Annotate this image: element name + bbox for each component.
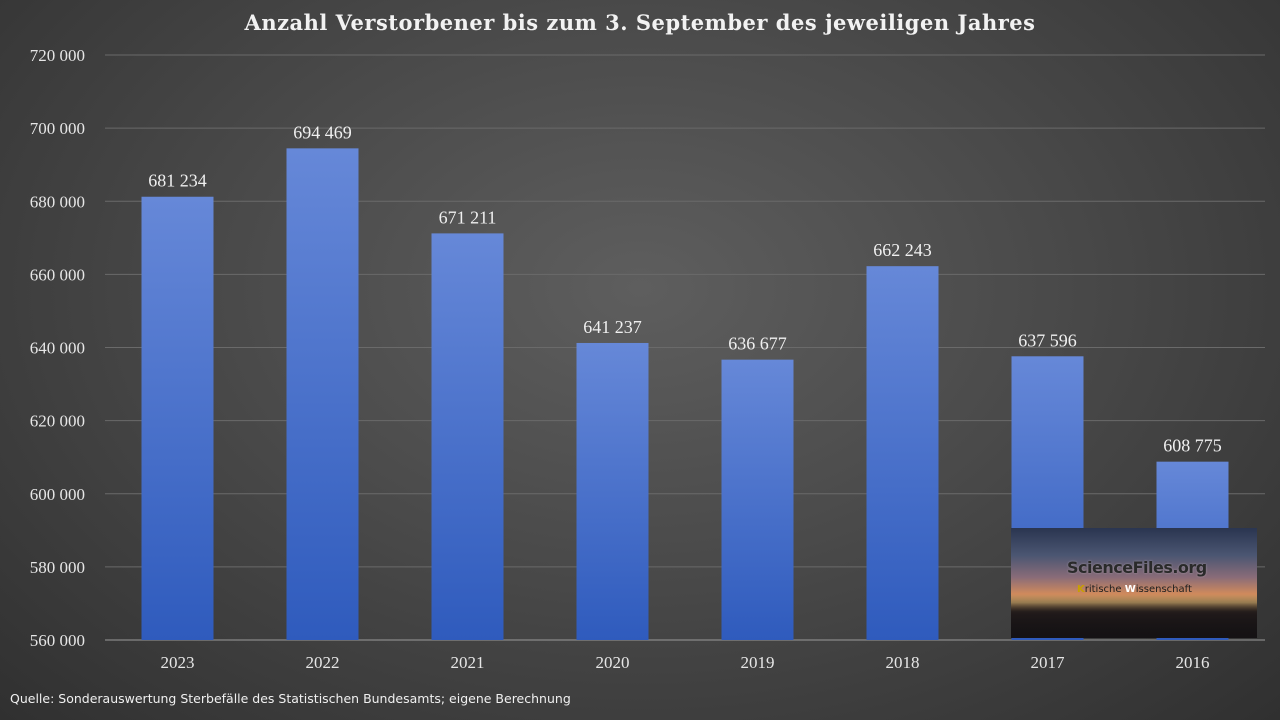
bar-2019 xyxy=(721,359,794,640)
data-label-2020: 641 237 xyxy=(583,317,642,337)
y-axis-ticks: 560 000 580 000 600 000 620 000 640 000 660 0… xyxy=(30,46,85,650)
y-tick-label: 700 000 xyxy=(30,119,85,138)
x-axis-ticks: 2023 2022 2021 2020 2019 2018 2017 2016 xyxy=(161,653,1210,672)
source-note: Quelle: Sonderauswertung Sterbefälle des… xyxy=(10,691,571,706)
y-tick-label: 600 000 xyxy=(30,485,85,504)
y-tick-label: 720 000 xyxy=(30,46,85,65)
logo-landscape xyxy=(1011,594,1257,638)
x-tick-label-2017: 2017 xyxy=(1031,653,1066,672)
sciencefiles-logo: ScienceFiles.org Kritische Wissenschaft xyxy=(1011,528,1257,638)
y-tick-label: 660 000 xyxy=(30,265,85,284)
x-tick-label-2022: 2022 xyxy=(306,653,340,672)
chart-title: Anzahl Verstorbener bis zum 3. September… xyxy=(244,10,1036,35)
data-label-2021: 671 211 xyxy=(439,207,497,227)
bar-2022 xyxy=(286,148,359,640)
data-label-2022: 694 469 xyxy=(293,122,352,142)
bar-2020 xyxy=(576,342,649,640)
data-label-2018: 662 243 xyxy=(873,240,932,260)
logo-title: ScienceFiles.org xyxy=(1067,558,1207,577)
bar-2023 xyxy=(141,196,214,640)
y-tick-label: 560 000 xyxy=(30,631,85,650)
data-label-2019: 636 677 xyxy=(728,334,787,354)
x-tick-label-2021: 2021 xyxy=(451,653,485,672)
data-label-2017: 637 596 xyxy=(1018,330,1077,350)
y-tick-label: 640 000 xyxy=(30,339,85,358)
x-tick-label-2016: 2016 xyxy=(1176,653,1210,672)
y-tick-label: 580 000 xyxy=(30,558,85,577)
data-label-2023: 681 234 xyxy=(148,171,207,191)
data-labels: 681 234 694 469 671 211 641 237 636 677 662 2… xyxy=(148,122,1222,455)
x-tick-label-2019: 2019 xyxy=(741,653,775,672)
data-label-2016: 608 775 xyxy=(1163,436,1222,456)
bar-2018 xyxy=(866,266,939,640)
y-tick-label: 680 000 xyxy=(30,192,85,211)
x-tick-label-2020: 2020 xyxy=(596,653,630,672)
bar-2021 xyxy=(431,233,504,641)
y-tick-label: 620 000 xyxy=(30,412,85,431)
x-tick-label-2023: 2023 xyxy=(161,653,195,672)
x-tick-label-2018: 2018 xyxy=(886,653,920,672)
logo-subtitle: Kritische Wissenschaft xyxy=(1077,584,1192,595)
